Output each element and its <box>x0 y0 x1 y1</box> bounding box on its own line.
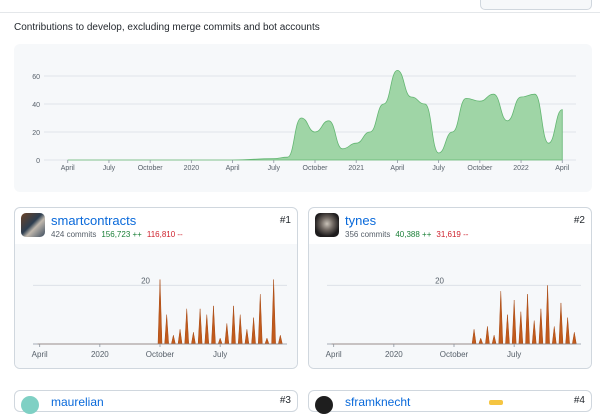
contributor-stats: 356 commits 40,388 ++ 31,619 -- <box>345 230 468 239</box>
x-tick-label: July <box>432 165 445 172</box>
contributor-series-area <box>37 279 283 345</box>
contributor-rank: #3 <box>279 395 291 406</box>
x-tick-label: April <box>226 165 240 172</box>
y-tick-label: 40 <box>32 102 40 109</box>
contributor-name-link[interactable]: smartcontracts <box>51 213 137 228</box>
commit-count: 356 commits <box>345 230 391 239</box>
x-tick-label: April <box>326 350 342 359</box>
avatar[interactable] <box>21 396 39 414</box>
x-tick-label: 2020 <box>184 165 200 172</box>
contributor-stats: 424 commits 156,723 ++ 116,810 -- <box>51 230 183 239</box>
contributor-card: smartcontracts 424 commits 156,723 ++ 116,… <box>14 207 298 369</box>
avatar[interactable] <box>21 213 45 237</box>
overview-chart-panel: 0 20 40 60 April July October 2020 April July Octo… <box>14 44 592 192</box>
y-tick-label: 20 <box>32 130 40 137</box>
x-tick-label: 2021 <box>348 165 364 172</box>
contributor-header: tynes 356 commits 40,388 ++ 31,619 -- #2 <box>309 208 591 244</box>
y-tick-label: 20 <box>141 276 150 285</box>
x-tick-label: July <box>213 350 227 359</box>
contributor-rank: #1 <box>279 215 291 226</box>
overview-series-area <box>67 69 563 161</box>
x-tick-label: 2020 <box>385 350 403 359</box>
deletions-count: 31,619 -- <box>436 230 469 239</box>
avatar[interactable] <box>315 396 333 414</box>
y-tick-label: 0 <box>36 158 40 165</box>
contributor-series-area <box>331 285 577 345</box>
commit-count: 424 commits <box>51 230 97 239</box>
contributor-chart: 20 April 2020 October July <box>32 276 287 359</box>
x-tick-label: July <box>507 350 521 359</box>
contributions-subtitle: Contributions to develop, excluding merg… <box>14 22 320 33</box>
overview-chart: 0 20 40 60 April July October 2020 April July Octo… <box>32 69 576 172</box>
contributor-card: tynes 356 commits 40,388 ++ 31,619 -- #2 2… <box>308 207 592 369</box>
contributor-name-link[interactable]: tynes <box>345 213 377 228</box>
x-tick-label: October <box>146 350 175 359</box>
x-tick-label: July <box>268 165 281 172</box>
additions-count: 40,388 ++ <box>395 230 432 239</box>
contributor-chart: 20 April 2020 October July <box>326 276 581 359</box>
x-tick-label: April <box>390 165 404 172</box>
y-tick-label: 20 <box>435 276 444 285</box>
x-tick-label: October <box>303 165 329 172</box>
top-toolbar <box>0 0 600 13</box>
contributor-card: maurelian #3 <box>14 390 298 414</box>
contributor-chart-panel: 20 April 2020 October July <box>309 244 591 368</box>
contributor-name-link[interactable]: maurelian <box>51 395 104 409</box>
x-tick-label: 2022 <box>513 165 529 172</box>
contributor-card: sframknecht #4 <box>308 390 592 414</box>
x-tick-label: 2020 <box>91 350 109 359</box>
x-tick-label: October <box>467 165 493 172</box>
x-tick-label: October <box>138 165 164 172</box>
avatar[interactable] <box>315 213 339 237</box>
contributor-header: smartcontracts 424 commits 156,723 ++ 116,… <box>15 208 297 244</box>
contributor-rank: #4 <box>573 395 585 406</box>
x-tick-label: April <box>32 350 48 359</box>
x-tick-label: October <box>440 350 469 359</box>
contributor-rank: #2 <box>573 215 585 226</box>
x-tick-label: April <box>555 165 569 172</box>
contributor-name-link[interactable]: sframknecht <box>345 395 411 409</box>
x-tick-label: July <box>103 165 116 172</box>
x-tick-label: April <box>61 165 75 172</box>
deletions-count: 116,810 -- <box>146 230 183 239</box>
period-dropdown[interactable] <box>480 0 592 10</box>
contributor-chart-panel: 20 April 2020 October July <box>15 244 297 368</box>
y-tick-label: 60 <box>32 74 40 81</box>
additions-count: 156,723 ++ <box>101 230 142 239</box>
